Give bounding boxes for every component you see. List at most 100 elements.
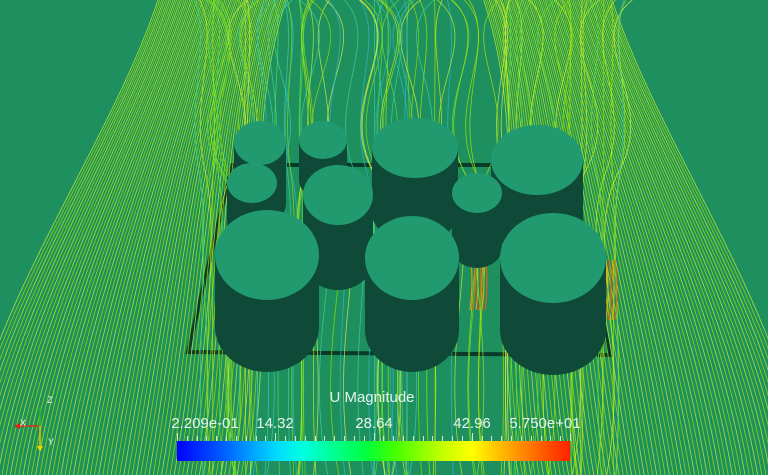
colorbar-tick bbox=[363, 436, 365, 441]
streamline bbox=[557, 0, 687, 475]
colorbar-tick bbox=[402, 436, 404, 441]
colorbar-tick bbox=[393, 436, 395, 441]
colorbar-label-3: 42.96 bbox=[453, 415, 491, 432]
colorbar-tick bbox=[422, 436, 424, 441]
streamline bbox=[0, 0, 170, 411]
streamline bbox=[39, 0, 194, 475]
colorbar-tick bbox=[177, 433, 178, 441]
streamline bbox=[14, 0, 183, 475]
streamline bbox=[1, 0, 177, 475]
colorbar-tick bbox=[461, 436, 463, 441]
cylinder-top bbox=[491, 125, 583, 195]
colorbar-tick bbox=[304, 436, 306, 441]
streamline bbox=[0, 0, 176, 466]
colorbar-tick bbox=[520, 436, 522, 441]
streamline bbox=[131, 0, 235, 475]
colorbar-tick bbox=[216, 436, 218, 441]
streamline bbox=[201, 0, 220, 475]
streamline bbox=[544, 0, 658, 475]
streamline bbox=[77, 0, 211, 475]
colorbar-tick bbox=[570, 433, 571, 441]
streamline bbox=[0, 0, 163, 361]
streamline bbox=[186, 0, 259, 475]
streamline bbox=[552, 0, 674, 475]
colorbar-tick bbox=[501, 436, 503, 441]
colorbar-tick bbox=[245, 436, 247, 441]
streamline bbox=[578, 0, 733, 475]
x-axis-arrowhead bbox=[14, 423, 20, 429]
colorbar-tick bbox=[452, 436, 454, 441]
streamline bbox=[0, 0, 164, 372]
streamline bbox=[539, 0, 645, 475]
streamline bbox=[611, 0, 768, 340]
streamline bbox=[140, 0, 239, 475]
streamline bbox=[0, 0, 174, 445]
streamline bbox=[123, 0, 231, 475]
colorbar-tick bbox=[235, 436, 237, 441]
streamline bbox=[52, 0, 200, 475]
streamline bbox=[211, 0, 215, 475]
cylinder-top bbox=[500, 213, 606, 303]
streamline bbox=[581, 0, 742, 475]
colorbar-tick bbox=[491, 436, 493, 441]
colorbar-label-2: 28.64 bbox=[355, 415, 393, 432]
streamline bbox=[213, 0, 223, 475]
colorbar-label-min: 2.209e-01 bbox=[171, 415, 239, 432]
streamline bbox=[119, 0, 230, 475]
cylinder-top bbox=[365, 216, 459, 300]
colorbar-tick bbox=[442, 436, 444, 441]
streamline bbox=[566, 0, 708, 475]
streamline bbox=[10, 0, 181, 475]
streamline bbox=[47, 0, 198, 475]
colorbar-tick bbox=[471, 433, 473, 441]
streamline bbox=[553, 0, 679, 475]
streamline bbox=[85, 0, 215, 475]
colorbar-tick bbox=[481, 436, 483, 441]
streamline-high-speed bbox=[605, 259, 609, 321]
streamline bbox=[593, 0, 767, 475]
streamline bbox=[89, 0, 217, 475]
colorbar-tick bbox=[334, 436, 336, 441]
cylinder-top bbox=[303, 165, 373, 225]
streamline-high-speed bbox=[614, 259, 618, 321]
streamline bbox=[0, 0, 166, 384]
streamline bbox=[546, 0, 662, 475]
colorbar-tick bbox=[206, 436, 208, 441]
axis-label-y: Y bbox=[48, 437, 55, 447]
streamline bbox=[602, 0, 768, 397]
colorbar-tick bbox=[353, 436, 355, 441]
streamline bbox=[568, 0, 712, 475]
axis-label-x: X bbox=[20, 418, 27, 428]
streamline bbox=[572, 0, 721, 475]
cylinder-top bbox=[234, 121, 286, 165]
streamline bbox=[18, 0, 185, 475]
streamline bbox=[73, 0, 209, 475]
streamline bbox=[576, 0, 729, 475]
streamline bbox=[609, 0, 768, 350]
colorbar-tick bbox=[550, 436, 552, 441]
streamline bbox=[610, 0, 615, 475]
streamline bbox=[570, 0, 716, 475]
cylinder-top bbox=[215, 210, 319, 300]
streamline bbox=[81, 0, 213, 475]
streamline bbox=[0, 0, 159, 341]
streamline bbox=[22, 0, 187, 475]
streamline bbox=[199, 0, 265, 475]
streamline bbox=[598, 0, 768, 427]
streamline bbox=[152, 0, 244, 475]
streamline bbox=[548, 0, 666, 475]
axis-label-z: Z bbox=[47, 395, 53, 405]
streamline bbox=[559, 0, 691, 475]
streamline bbox=[178, 0, 256, 475]
colorbar-tick bbox=[373, 433, 375, 441]
streamline bbox=[0, 0, 168, 397]
streamline bbox=[535, 0, 637, 475]
streamline bbox=[106, 0, 224, 475]
streamline bbox=[161, 0, 248, 475]
colorbar bbox=[177, 441, 570, 461]
colorbar-tick bbox=[186, 436, 188, 441]
cylinder-top bbox=[299, 121, 347, 159]
colorbar-tick bbox=[412, 436, 414, 441]
